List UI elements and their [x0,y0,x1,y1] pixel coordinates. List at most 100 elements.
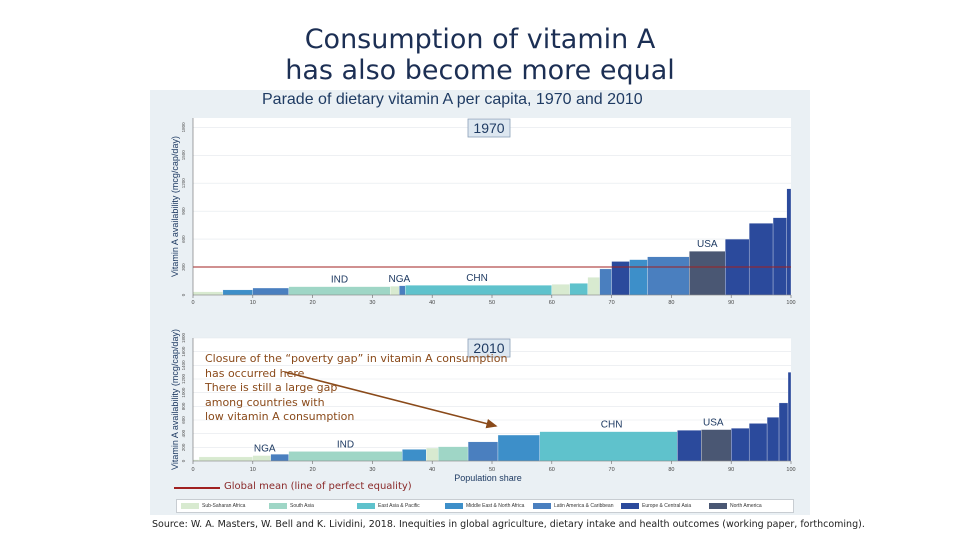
bar-segment [390,285,400,296]
bar-segment [551,284,570,296]
chart-figure: Parade of dietary vitamin A per capita, … [150,90,810,515]
bar-segment [772,217,787,296]
y-tick-label: 1200 [181,373,186,384]
panel-label-box [467,338,511,358]
legend-label: Europe & Central Asia [642,503,692,509]
y-tick-label: 0 [181,459,186,462]
bar-segment [629,259,648,296]
bar-segment [677,430,702,462]
x-tick-label: 0 [191,467,194,473]
y-tick-label: 1600 [181,346,186,357]
bar-segment [270,454,289,462]
y-tick-label: 300 [181,263,186,271]
y-axis-label: Vitamin A availability (mcg/cap/day) [170,329,180,470]
chart-title: Parade of dietary vitamin A per capita, … [262,91,643,108]
bar-segment [611,261,630,296]
mean-legend-label: Global mean (line of perfect equality) [224,481,412,492]
bar-segment [701,429,732,462]
country-label: IND [331,275,348,286]
country-label: USA [697,239,718,250]
x-tick-label: 80 [668,467,674,473]
bar-segment [786,188,792,296]
x-tick-label: 60 [549,467,555,473]
legend-label: East Asia & Pacific [378,503,420,509]
y-tick-label: 1800 [181,332,186,343]
y-tick-label: 600 [181,416,186,424]
slide-title: Consumption of vitamin A has also become… [0,24,960,86]
source-citation: Source: W. A. Masters, W. Bell and K. Li… [152,519,865,530]
y-axis-label: Vitamin A availability (mcg/cap/day) [170,136,180,277]
y-tick-label: 200 [181,443,186,451]
x-tick-label: 90 [728,467,734,473]
legend-label: South Asia [290,503,314,509]
bar-segment [766,417,780,462]
bar-segment [252,287,289,296]
y-tick-label: 0 [181,293,186,296]
x-tick-label: 50 [489,300,495,306]
y-tick-label: 1800 [181,122,186,133]
x-tick-label: 60 [549,300,555,306]
bar-segment [222,289,253,296]
country-label: IND [337,439,354,450]
legend-item: South Asia [265,503,353,509]
legend-label: North America [730,503,762,509]
bar-segment [438,446,469,462]
legend-item: North America [705,503,793,509]
bar-segment [599,268,612,296]
y-tick-label: 1200 [181,178,186,189]
bar-segment [731,428,750,462]
country-label: NGA [254,444,276,455]
legend-item: East Asia & Pacific [353,503,441,509]
bar-segment [647,256,690,296]
y-tick-label: 800 [181,402,186,410]
bar-segment [569,283,588,296]
x-tick-label: 90 [728,300,734,306]
x-tick-label: 80 [668,300,674,306]
bar-segment [426,447,439,462]
x-axis-label: Population share [454,473,522,483]
mean-legend: Global mean (line of perfect equality) [174,481,794,495]
bar-segment [467,441,499,462]
slide-title-line-1: Consumption of vitamin A [304,24,656,55]
x-tick-label: 40 [429,300,435,306]
x-tick-label: 10 [250,300,256,306]
bar-segment [587,277,600,296]
legend-label: Sub-Saharan Africa [202,503,246,509]
annotation-line: low vitamin A consumption [205,410,355,423]
x-tick-label: 30 [369,467,375,473]
bar-segment [402,449,427,462]
annotation-text: Closure of the “poverty gap” in vitamin … [205,352,507,425]
country-label: CHN [601,420,623,431]
panel-label-box [467,118,511,138]
annotation-line: has occurred here [205,366,305,380]
bar-segment [778,402,789,462]
bar-segment [192,291,224,296]
y-tick-label: 900 [181,207,186,215]
bar-segment [787,372,792,462]
y-tick-label: 400 [181,429,186,437]
x-tick-label: 100 [786,467,795,473]
annotation-line: There is still a large gap [205,381,338,394]
y-tick-label: 1000 [181,387,186,398]
legend-label: Latin America & Caribbean [554,503,614,509]
panel-label: 1970 [473,120,504,136]
bar-segment [497,434,540,462]
bar-segment [399,285,406,296]
slide-title-line-2: has also become more equal [285,55,675,86]
x-tick-label: 20 [310,467,316,473]
annotation-line: Closure of the “poverty gap” in vitamin … [205,352,508,365]
annotation-arrow [284,371,498,429]
legend-item: Europe & Central Asia [617,503,705,509]
legend-label: Middle East & North Africa [466,503,525,509]
x-tick-label: 20 [310,300,316,306]
legend-item: Sub-Saharan Africa [177,503,265,509]
bar-segment [539,431,678,462]
region-legend: Sub-Saharan Africa South Asia East Asia … [176,499,794,513]
bar-segment [405,285,552,296]
bar-segment [288,286,391,296]
country-label: NGA [388,274,410,285]
x-tick-label: 70 [609,300,615,306]
bar-segment [748,223,774,296]
x-tick-label: 0 [191,300,194,306]
bar-segment [689,251,726,296]
